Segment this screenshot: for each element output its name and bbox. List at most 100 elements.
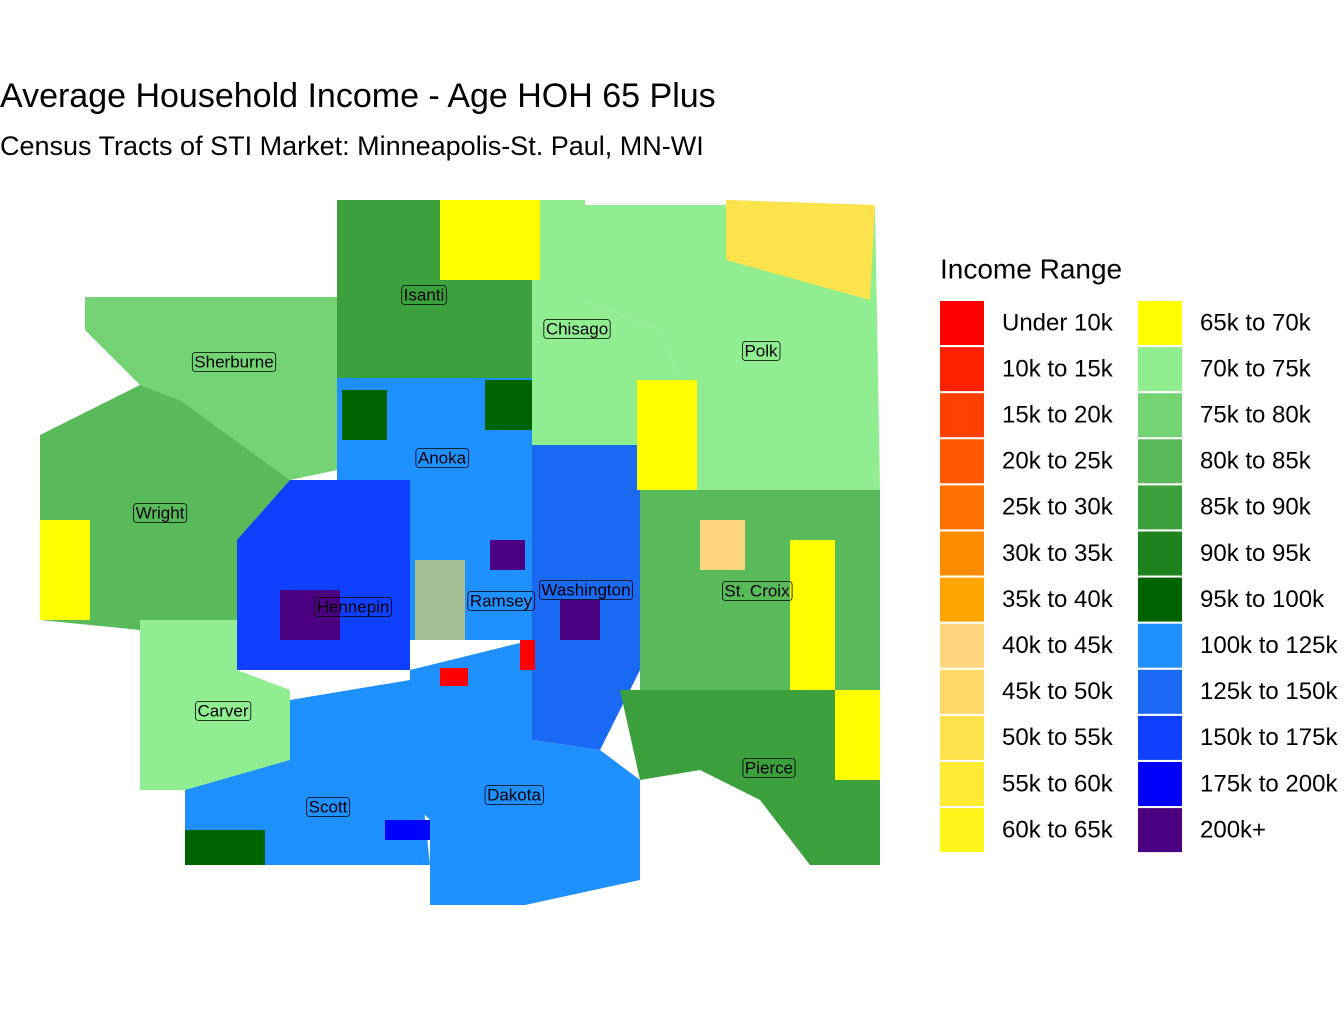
label-box <box>539 580 633 600</box>
label-box <box>722 581 793 601</box>
label-box <box>467 591 536 611</box>
county-label: Polk <box>742 341 781 361</box>
county-name: Ramsey <box>470 591 533 610</box>
legend-swatch <box>1138 531 1182 576</box>
county-name: Isanti <box>404 285 445 304</box>
legend-swatch <box>1138 577 1182 622</box>
legend-swatch <box>1138 715 1182 760</box>
county-name: Polk <box>744 341 778 360</box>
region <box>410 640 640 905</box>
region <box>520 640 535 670</box>
county-name: Washington <box>541 580 630 599</box>
legend-label: 85k to 90k <box>1200 494 1312 521</box>
label-box <box>742 758 796 778</box>
region <box>726 200 875 300</box>
region <box>415 560 465 640</box>
legend-label: 95k to 100k <box>1200 586 1325 613</box>
region <box>440 668 468 686</box>
legend-label: 125k to 150k <box>1200 678 1338 705</box>
legend-label: 65k to 70k <box>1200 309 1312 336</box>
label-box <box>195 701 252 721</box>
legend-label: Under 10k <box>1002 309 1114 336</box>
legend-label: 80k to 85k <box>1200 448 1312 475</box>
region <box>280 590 340 640</box>
county-name: Wright <box>136 503 185 522</box>
legend-label: 35k to 40k <box>1002 586 1114 613</box>
legend-swatch <box>940 301 984 345</box>
legend-swatch <box>940 347 984 392</box>
legend-label: 175k to 200k <box>1200 770 1338 797</box>
region <box>40 520 90 620</box>
county-name: Sherburne <box>194 352 273 371</box>
county-name: Pierce <box>745 758 793 777</box>
label-box <box>742 341 781 361</box>
legend-swatch <box>940 762 984 806</box>
legend-label: 70k to 75k <box>1200 355 1312 382</box>
county-label: Sherburne <box>191 352 277 372</box>
county-name: Hennepin <box>317 597 390 616</box>
label-box <box>306 797 351 817</box>
legend-label: 55k to 60k <box>1002 770 1114 797</box>
county-name: Scott <box>309 797 348 816</box>
label-box <box>543 319 611 339</box>
region <box>700 520 745 570</box>
region <box>185 680 430 865</box>
county-label: Wright <box>133 503 188 523</box>
county-label: Dakota <box>484 785 544 805</box>
legend-swatch <box>1138 485 1182 530</box>
legend-swatch <box>1138 762 1182 806</box>
county-labels: Isanti Chisago Polk Sherburne Anoka Wright Hen… <box>133 285 796 817</box>
legend-label: 75k to 80k <box>1200 402 1312 429</box>
legend-swatch <box>940 669 984 714</box>
region <box>485 380 532 430</box>
label-box <box>133 503 188 523</box>
legend-label: 200k+ <box>1200 816 1266 843</box>
county-label: Pierce <box>742 758 796 778</box>
county-label: Isanti <box>401 285 447 305</box>
label-box <box>191 352 277 372</box>
county-label: Washington <box>539 580 633 600</box>
legend-swatch <box>940 485 984 530</box>
region <box>342 390 387 440</box>
legend-swatch <box>940 577 984 622</box>
legend-swatch <box>1138 669 1182 714</box>
region <box>835 690 880 780</box>
region <box>560 600 600 640</box>
region <box>637 380 697 490</box>
region <box>40 385 290 630</box>
county-label: Scott <box>306 797 351 817</box>
county-name: Chisago <box>546 319 608 338</box>
legend-label: 40k to 45k <box>1002 632 1114 659</box>
legend-swatch <box>1138 439 1182 484</box>
legend-label: 20k to 25k <box>1002 448 1114 475</box>
label-box <box>314 597 392 617</box>
legend-swatch <box>940 531 984 576</box>
legend-swatch <box>940 439 984 484</box>
legend-label: 100k to 125k <box>1200 632 1338 659</box>
legend-swatch <box>940 715 984 760</box>
legend-label: 90k to 95k <box>1200 540 1312 567</box>
region <box>140 620 290 790</box>
legend-label: 25k to 30k <box>1002 494 1114 521</box>
region <box>440 200 540 280</box>
label-box <box>484 785 544 805</box>
region <box>532 445 640 750</box>
county-label: Chisago <box>543 319 611 339</box>
region <box>790 540 835 690</box>
county-name: Carver <box>197 701 248 720</box>
legend-swatch <box>1138 347 1182 392</box>
county-name: Dakota <box>487 785 541 804</box>
legend-swatch <box>940 808 984 853</box>
county-name: St. Croix <box>724 581 790 600</box>
subtitle: Census Tracts of STI Market: Minneapolis… <box>0 131 704 161</box>
county-name: Anoka <box>418 448 467 467</box>
county-label: Anoka <box>415 448 470 468</box>
county-label: Carver <box>195 701 252 721</box>
title: Average Household Income - Age HOH 65 Pl… <box>0 77 716 115</box>
county-label: St. Croix <box>722 581 793 601</box>
legend-label: 15k to 20k <box>1002 402 1114 429</box>
region <box>85 297 337 480</box>
legend-label: 50k to 55k <box>1002 724 1114 751</box>
region <box>185 830 265 865</box>
legend-swatch <box>940 393 984 438</box>
